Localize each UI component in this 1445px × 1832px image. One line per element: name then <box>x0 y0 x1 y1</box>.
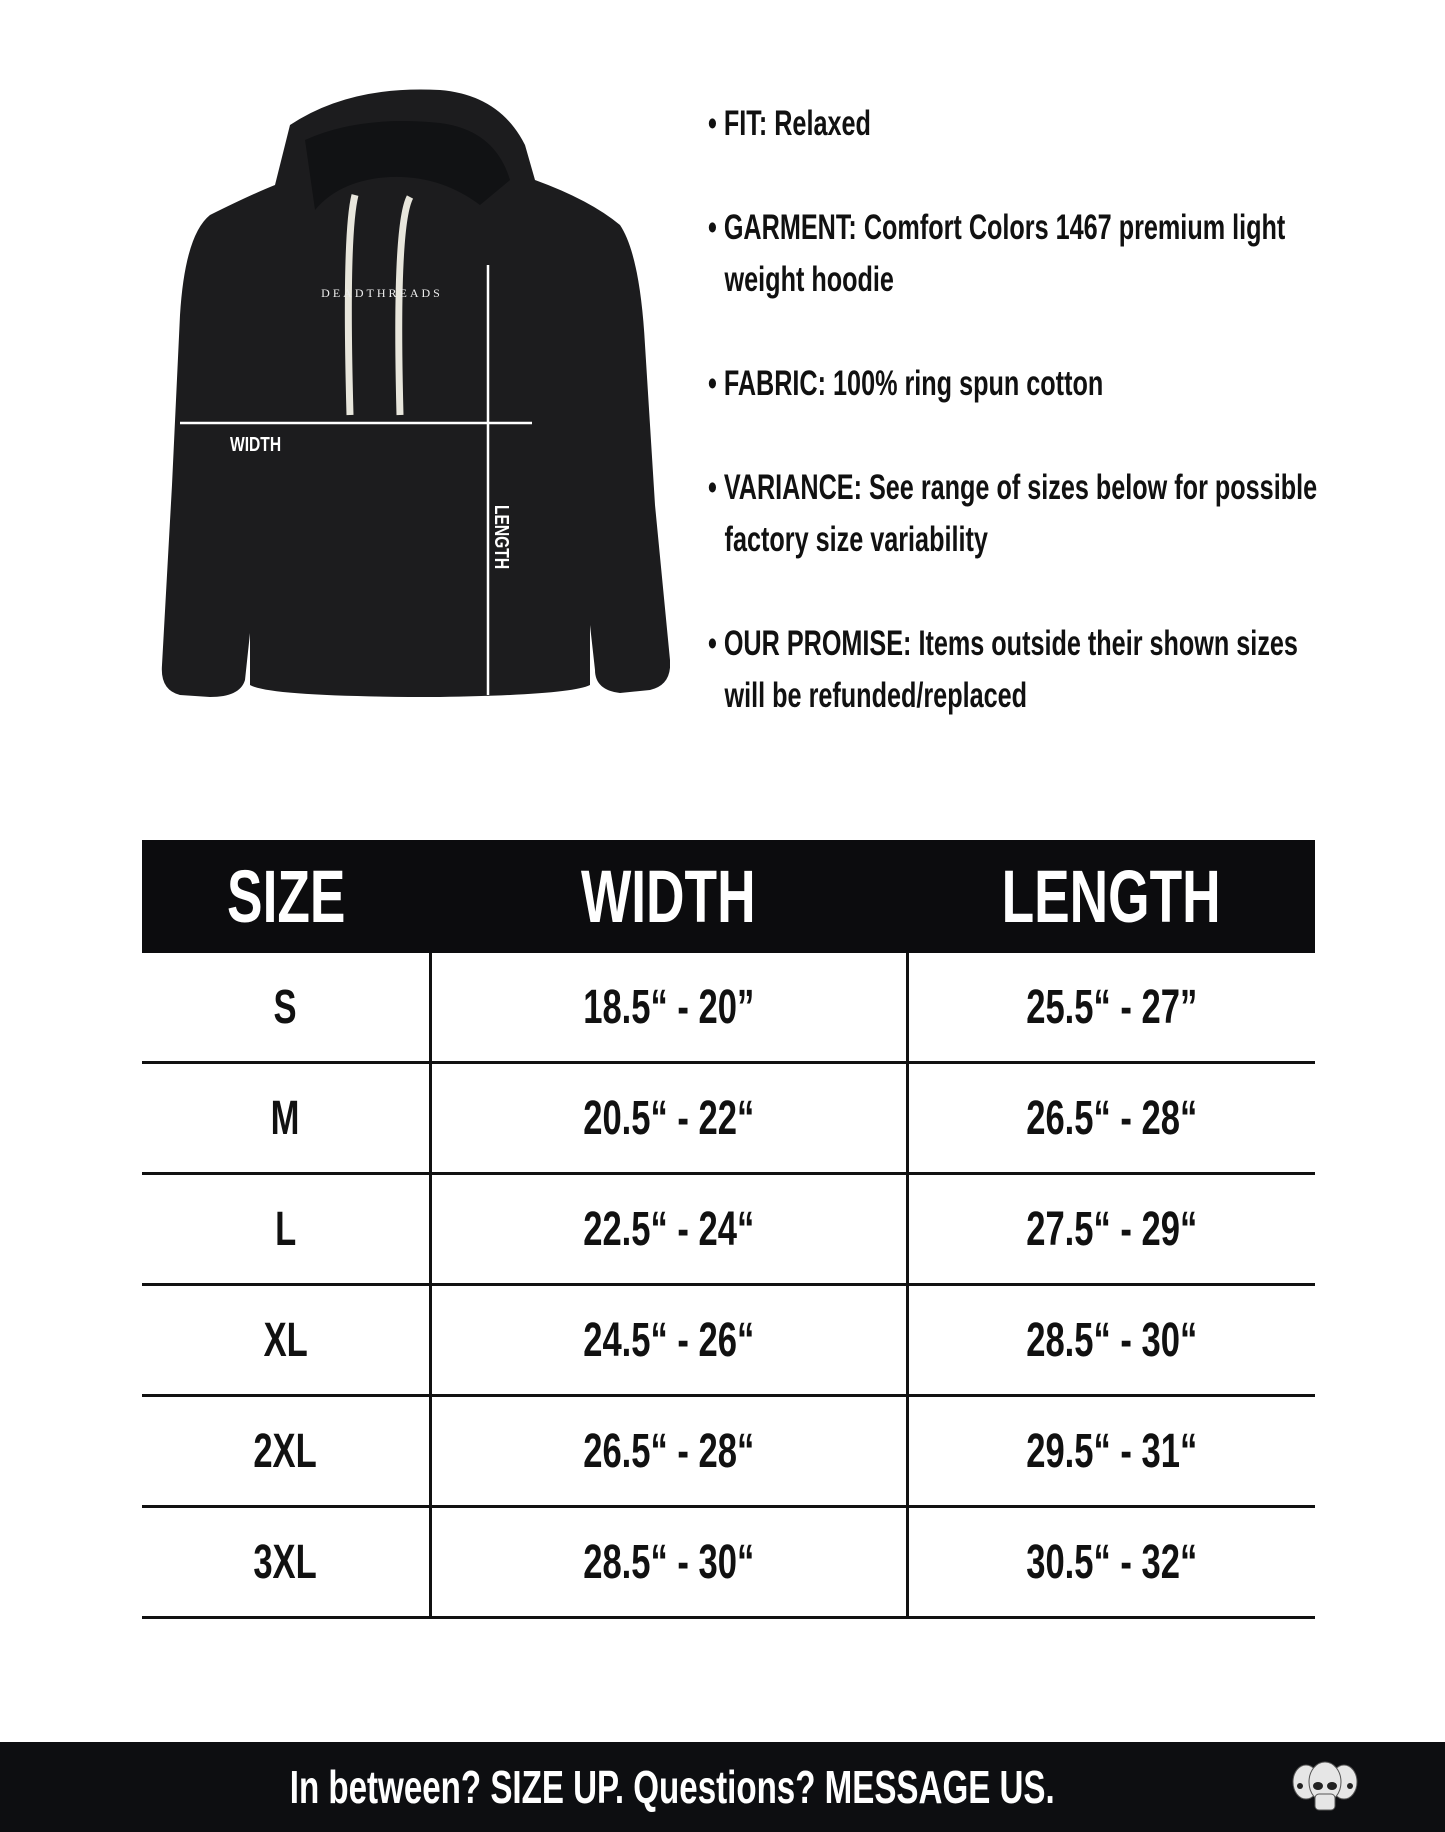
cell-size: XL <box>142 1284 430 1397</box>
cell-width: 18.5“ - 20” <box>428 953 907 1064</box>
width-label: WIDTH <box>230 433 281 455</box>
table-row: XL 24.5“ - 26“ 28.5“ - 30“ <box>142 1284 1315 1397</box>
spec-garment: • GARMENT: Comfort Colors 1467 premium l… <box>708 208 1286 299</box>
header-size: SIZE <box>142 840 430 953</box>
spec-fabric: • FABRIC: 100% ring spun cotton <box>708 364 1104 403</box>
table-row: S 18.5“ - 20” 25.5“ - 27” <box>142 953 1315 1064</box>
footer-banner: In between? SIZE UP. Questions? MESSAGE … <box>0 1742 1445 1832</box>
cell-length: 28.5“ - 30“ <box>905 1284 1315 1397</box>
spec-promise: • OUR PROMISE: Items outside their shown… <box>708 624 1298 715</box>
table-row: 2XL 26.5“ - 28“ 29.5“ - 31“ <box>142 1395 1315 1508</box>
drawstring-right <box>395 195 414 416</box>
size-chart-table: SIZE WIDTH LENGTH S 18.5“ - 20” 25.5“ - 27… <box>142 840 1315 1619</box>
hoodie-product-image: DEADTHREADS WIDTH LENGTH <box>161 89 670 697</box>
spec-list: • FIT: Relaxed • GARMENT: Comfort Colors… <box>708 98 1428 774</box>
cell-size: S <box>142 953 430 1064</box>
cell-size: 2XL <box>142 1395 430 1508</box>
cell-length: 30.5“ - 32“ <box>905 1506 1315 1619</box>
cell-length: 25.5“ - 27” <box>905 953 1315 1064</box>
table-header-row: SIZE WIDTH LENGTH <box>142 840 1315 953</box>
header-length: LENGTH <box>907 840 1315 953</box>
three-skulls-icon <box>1292 1761 1358 1811</box>
hoodie-body <box>161 89 670 697</box>
cell-width: 26.5“ - 28“ <box>428 1395 907 1508</box>
cell-width: 24.5“ - 26“ <box>428 1284 907 1397</box>
cell-length: 26.5“ - 28“ <box>905 1062 1315 1175</box>
length-label: LENGTH <box>491 505 513 569</box>
table-row: 3XL 28.5“ - 30“ 30.5“ - 32“ <box>142 1506 1315 1619</box>
cell-width: 28.5“ - 30“ <box>428 1506 907 1619</box>
table-row: M 20.5“ - 22“ 26.5“ - 28“ <box>142 1062 1315 1175</box>
brand-print: DEADTHREADS <box>321 286 443 300</box>
spec-fit: • FIT: Relaxed <box>708 104 871 143</box>
cell-width: 22.5“ - 24“ <box>428 1173 907 1286</box>
cell-size: 3XL <box>142 1506 430 1619</box>
footer-text: In between? SIZE UP. Questions? MESSAGE … <box>290 1761 1055 1813</box>
drawstring-left <box>344 194 359 416</box>
table-row: L 22.5“ - 24“ 27.5“ - 29“ <box>142 1173 1315 1286</box>
cell-size: M <box>142 1062 430 1175</box>
cell-width: 20.5“ - 22“ <box>428 1062 907 1175</box>
cell-length: 27.5“ - 29“ <box>905 1173 1315 1286</box>
header-width: WIDTH <box>430 840 907 953</box>
cell-size: L <box>142 1173 430 1286</box>
cell-length: 29.5“ - 31“ <box>905 1395 1315 1508</box>
spec-variance: • VARIANCE: See range of sizes below for… <box>708 468 1318 559</box>
